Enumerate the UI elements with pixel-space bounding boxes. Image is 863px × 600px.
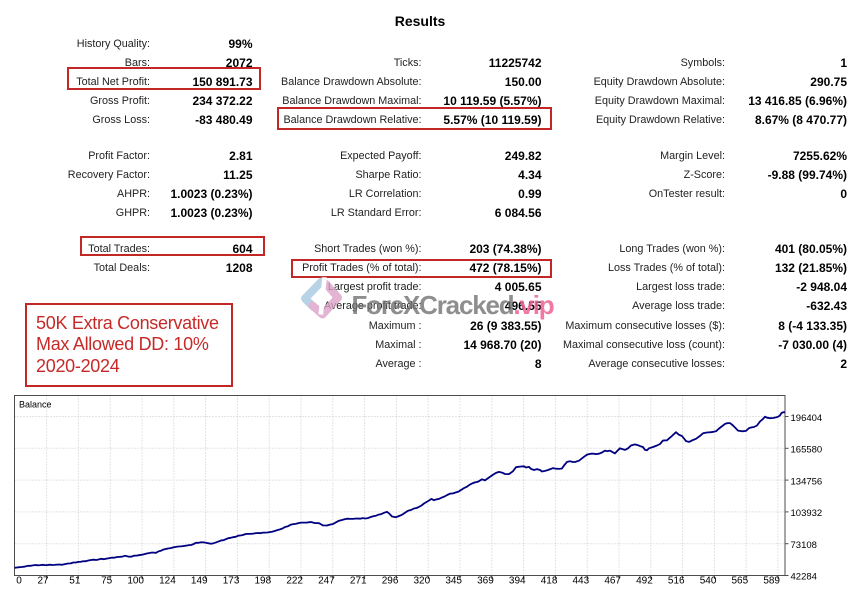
svg-text:75: 75 bbox=[101, 576, 113, 587]
svg-text:320: 320 bbox=[414, 576, 431, 587]
svg-text:394: 394 bbox=[509, 576, 526, 587]
svg-text:467: 467 bbox=[604, 576, 621, 587]
svg-text:Balance: Balance bbox=[19, 400, 52, 410]
svg-text:103932: 103932 bbox=[791, 508, 823, 519]
svg-text:196404: 196404 bbox=[791, 413, 823, 424]
svg-text:345: 345 bbox=[445, 576, 462, 587]
svg-text:222: 222 bbox=[286, 576, 303, 587]
svg-text:73108: 73108 bbox=[791, 540, 817, 551]
svg-text:565: 565 bbox=[732, 576, 749, 587]
svg-text:149: 149 bbox=[191, 576, 208, 587]
svg-text:165580: 165580 bbox=[791, 445, 823, 456]
svg-text:271: 271 bbox=[350, 576, 367, 587]
svg-text:124: 124 bbox=[159, 576, 176, 587]
svg-text:100: 100 bbox=[127, 576, 144, 587]
svg-text:173: 173 bbox=[223, 576, 240, 587]
svg-text:492: 492 bbox=[636, 576, 653, 587]
svg-text:443: 443 bbox=[573, 576, 590, 587]
svg-text:198: 198 bbox=[255, 576, 272, 587]
svg-text:369: 369 bbox=[477, 576, 494, 587]
svg-text:42284: 42284 bbox=[791, 572, 817, 583]
svg-text:0: 0 bbox=[16, 576, 22, 587]
svg-text:134756: 134756 bbox=[791, 476, 823, 487]
svg-text:247: 247 bbox=[318, 576, 335, 587]
svg-text:296: 296 bbox=[382, 576, 399, 587]
svg-text:51: 51 bbox=[69, 576, 81, 587]
svg-text:418: 418 bbox=[541, 576, 558, 587]
svg-text:27: 27 bbox=[37, 576, 49, 587]
svg-text:589: 589 bbox=[763, 576, 780, 587]
svg-text:540: 540 bbox=[700, 576, 717, 587]
svg-text:516: 516 bbox=[668, 576, 685, 587]
